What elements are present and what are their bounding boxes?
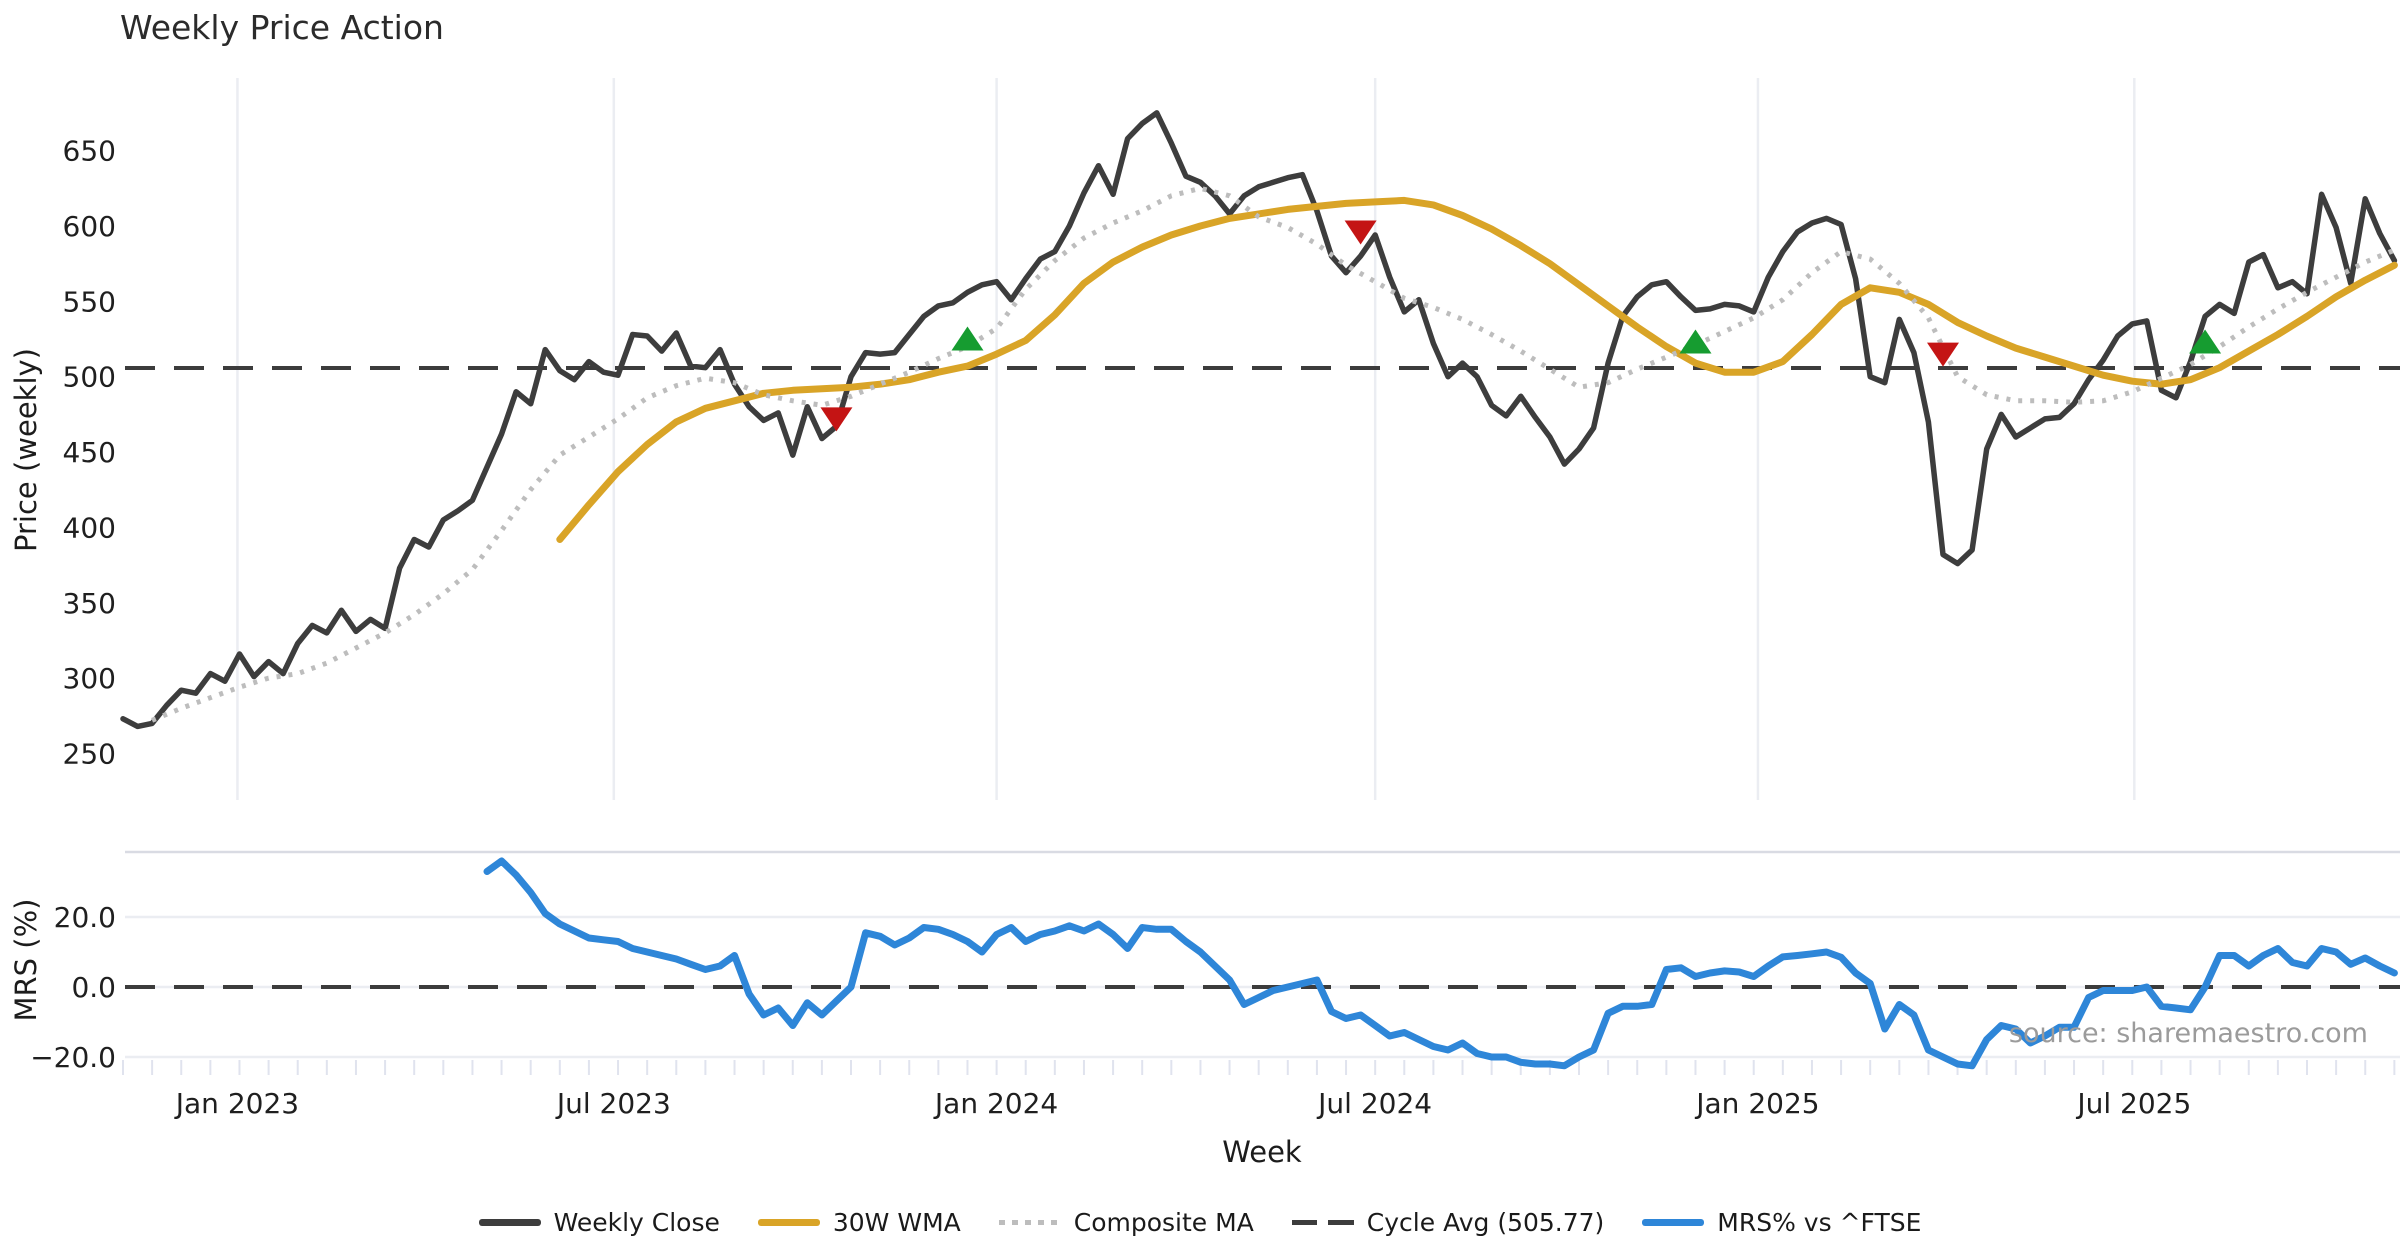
legend-swatch-solid <box>478 1219 541 1226</box>
price-axis-label: Price (weekly) <box>9 347 43 553</box>
buy-signal-marker <box>951 326 984 351</box>
price-tick-label: 650 <box>63 135 116 168</box>
buy-signal-marker <box>2189 329 2222 354</box>
legend-label: Weekly Close <box>553 1208 720 1237</box>
chart-title: Weekly Price Action <box>120 8 444 47</box>
price-tick-label: 600 <box>63 210 116 243</box>
sell-signal-marker <box>1344 220 1377 245</box>
week-axis-label: Week <box>1222 1135 1302 1169</box>
x-tick-label: Jan 2025 <box>1694 1087 1819 1120</box>
x-tick-label: Jul 2025 <box>2075 1087 2191 1120</box>
wma-30w-line <box>556 196 2398 543</box>
legend-swatch-dotted <box>998 1220 1061 1225</box>
legend-swatch-dashed <box>1291 1220 1354 1225</box>
legend-label: Composite MA <box>1073 1208 1254 1237</box>
legend-item-composite-ma: Composite MA <box>998 1208 1254 1237</box>
legend-item-30w-wma: 30W WMA <box>757 1208 961 1237</box>
legend-label: 30W WMA <box>832 1208 961 1237</box>
x-tick-label: Jul 2024 <box>1316 1087 1432 1120</box>
sell-signal-marker <box>1927 342 1959 367</box>
mrs-tick-label: 0.0 <box>71 971 116 1004</box>
price-tick-label: 400 <box>63 511 116 544</box>
price-tick-label: 300 <box>63 662 116 695</box>
price-tick-label: 500 <box>63 361 116 394</box>
x-tick-label: Jan 2024 <box>933 1087 1058 1120</box>
chart-legend: Weekly Close 30W WMA Composite MA Cycle Avg… <box>0 1208 2400 1237</box>
price-tick-label: 250 <box>63 737 116 770</box>
legend-swatch-solid <box>757 1219 820 1226</box>
mrs-axis-label: MRS (%) <box>9 898 43 1022</box>
legend-item-cycle-avg-505-77: Cycle Avg (505.77) <box>1291 1208 1605 1237</box>
legend-label: MRS% vs ^FTSE <box>1717 1208 1922 1237</box>
x-tick-label: Jul 2023 <box>555 1087 671 1120</box>
legend-item-mrs-vs-ftse: MRS% vs ^FTSE <box>1642 1208 1921 1237</box>
legend-item-weekly-close: Weekly Close <box>478 1208 720 1237</box>
price-tick-label: 450 <box>63 436 116 469</box>
price-tick-label: 350 <box>63 587 116 620</box>
legend-label: Cycle Avg (505.77) <box>1366 1208 1605 1237</box>
sell-signal-marker <box>820 407 853 432</box>
composite-ma-line <box>151 185 2396 723</box>
x-tick-label: Jan 2023 <box>174 1087 299 1120</box>
weekly-close-line <box>120 110 2398 730</box>
mrs-tick-label: 20.0 <box>54 901 116 934</box>
mrs-tick-label: −20.0 <box>30 1041 116 1074</box>
legend-swatch-solid <box>1642 1219 1705 1226</box>
price-tick-label: 550 <box>63 285 116 318</box>
buy-signal-marker <box>1679 329 1712 354</box>
mrs-line <box>483 857 2398 1070</box>
source-attribution: source: sharemaestro.com <box>2008 1018 2368 1049</box>
